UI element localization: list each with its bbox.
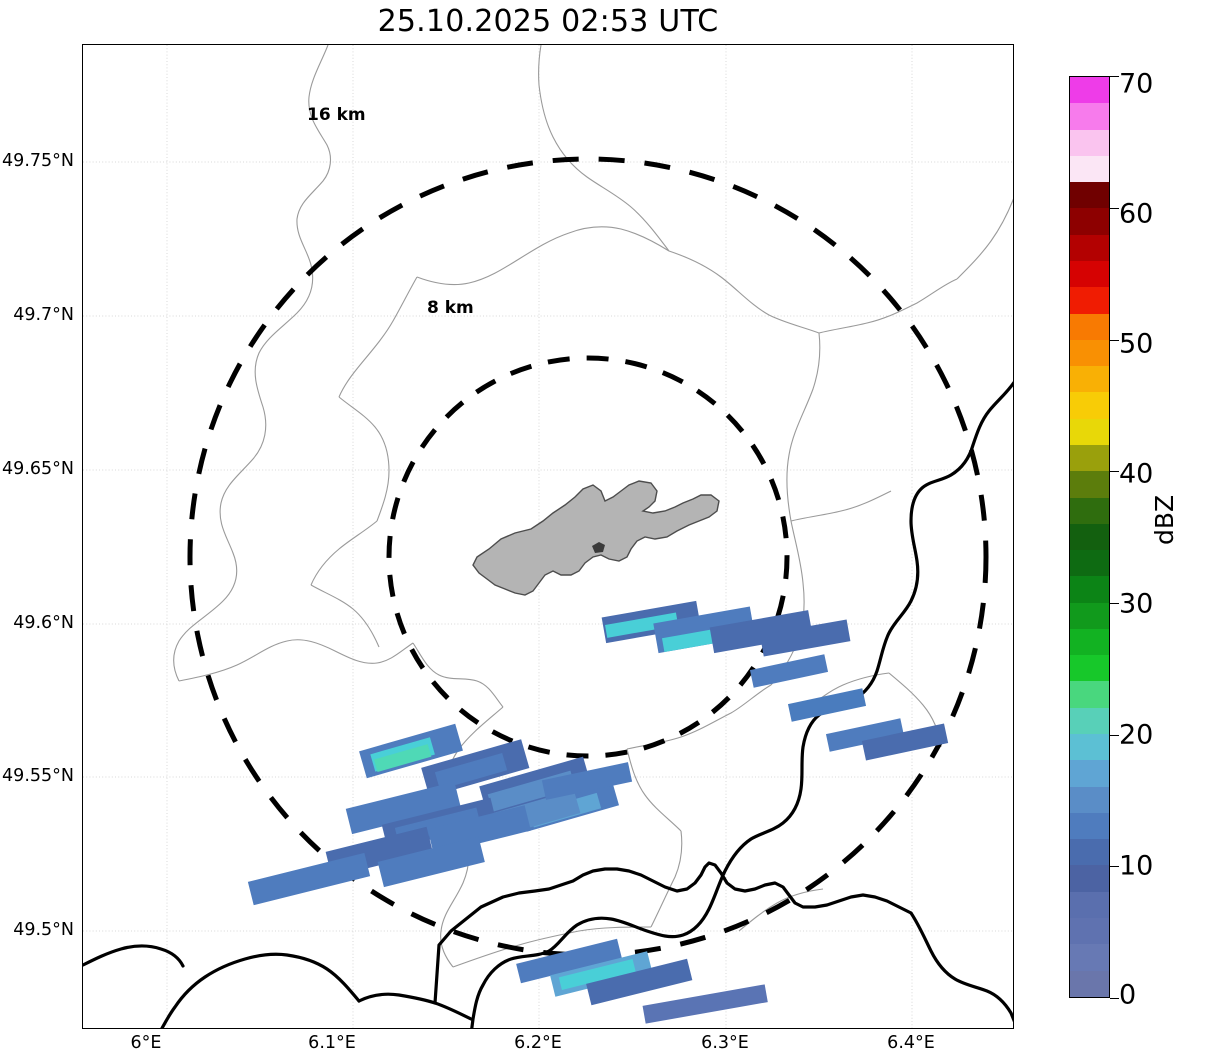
colorbar-band-34	[1070, 77, 1109, 104]
range-ring-16km	[187, 156, 989, 958]
xtick-label-1: 6.1°E	[308, 1033, 356, 1053]
map-canvas	[83, 45, 1013, 1028]
colorbar-band-8	[1070, 760, 1109, 787]
colorbar-tick-0: 0	[1119, 979, 1137, 1011]
colorbar-band-11	[1070, 681, 1109, 708]
colorbar-band-32	[1070, 129, 1109, 156]
ytick-label-3: 49.6°N	[13, 613, 74, 633]
colorbar-band-33	[1070, 103, 1109, 130]
xtick-label-0: 6°E	[130, 1033, 162, 1053]
colorbar-band-3	[1070, 891, 1109, 918]
colorbar-tick-70: 70	[1119, 68, 1154, 100]
ytick-label-4: 49.55°N	[2, 766, 74, 786]
range-ring-label-16km: 16 km	[307, 105, 366, 125]
colorbar-tick-60: 60	[1119, 198, 1154, 230]
colorbar-tickmark-10	[1110, 866, 1119, 867]
colorbar-tickmark-40	[1110, 471, 1119, 472]
colorbar-band-24	[1070, 339, 1109, 367]
colorbar-band-23	[1070, 366, 1109, 393]
colorbar-band-13	[1070, 628, 1109, 656]
range-ring-label-8km: 8 km	[427, 298, 474, 318]
page-title: 25.10.2025 02:53 UTC	[377, 4, 719, 39]
ytick-label-0: 49.75°N	[2, 151, 74, 171]
colorbar-band-28	[1070, 234, 1109, 261]
colorbar-band-12	[1070, 655, 1109, 682]
colorbar-band-14	[1070, 602, 1109, 629]
colorbar-band-9	[1070, 734, 1109, 761]
colorbar-tick-40: 40	[1119, 458, 1154, 490]
colorbar-band-2	[1070, 918, 1109, 945]
colorbar-band-15	[1070, 576, 1109, 603]
xtick-label-2: 6.2°E	[514, 1033, 562, 1053]
colorbar-band-27	[1070, 260, 1109, 288]
urban-inner-detail	[592, 542, 605, 553]
national-border	[83, 381, 1013, 1028]
colorbar-tick-10: 10	[1119, 850, 1154, 882]
colorbar-band-20	[1070, 444, 1109, 472]
national-border-east-lower	[909, 911, 1013, 1023]
colorbar-band-25	[1070, 313, 1109, 340]
colorbar-band-6	[1070, 812, 1109, 840]
colorbar-tick-20: 20	[1119, 719, 1154, 751]
colorbar-band-30	[1070, 182, 1109, 209]
ytick-label-1: 49.7°N	[13, 305, 74, 325]
colorbar-band-17	[1070, 523, 1109, 551]
range-ring-8km	[386, 355, 790, 759]
radar-echo-layer	[247, 600, 949, 1024]
map-plot-area[interactable]: 16 km 8 km	[82, 44, 1014, 1029]
colorbar-band-31	[1070, 155, 1109, 183]
colorbar-tickmark-70	[1110, 76, 1119, 77]
ytick-label-2: 49.65°N	[2, 459, 74, 479]
colorbar-band-22	[1070, 392, 1109, 419]
colorbar-band-16	[1070, 550, 1109, 577]
colorbar-axis-label: dBZ	[1150, 494, 1179, 545]
colorbar-tick-30: 30	[1119, 588, 1154, 620]
colorbar[interactable]	[1069, 76, 1110, 998]
gridlines	[83, 45, 1013, 1028]
colorbar-band-19	[1070, 471, 1109, 498]
colorbar-band-0	[1070, 970, 1109, 997]
colorbar-tick-50: 50	[1119, 328, 1154, 360]
national-border-south	[433, 861, 913, 1005]
colorbar-band-7	[1070, 786, 1109, 813]
colorbar-tickmark-50	[1110, 340, 1119, 341]
colorbar-band-5	[1070, 839, 1109, 866]
colorbar-band-10	[1070, 707, 1109, 735]
xtick-label-4: 6.4°E	[887, 1033, 935, 1053]
ytick-label-5: 49.5°N	[13, 920, 74, 940]
xtick-label-3: 6.3°E	[701, 1033, 749, 1053]
colorbar-tickmark-0	[1110, 998, 1119, 999]
colorbar-band-26	[1070, 287, 1109, 314]
colorbar-tickmark-60	[1110, 208, 1119, 209]
urban-area-polygon	[472, 480, 720, 596]
colorbar-tickmark-20	[1110, 735, 1119, 736]
colorbar-band-1	[1070, 944, 1109, 971]
colorbar-band-18	[1070, 497, 1109, 524]
colorbar-band-4	[1070, 865, 1109, 892]
colorbar-band-29	[1070, 208, 1109, 235]
colorbar-band-21	[1070, 418, 1109, 445]
colorbar-tickmark-30	[1110, 603, 1119, 604]
